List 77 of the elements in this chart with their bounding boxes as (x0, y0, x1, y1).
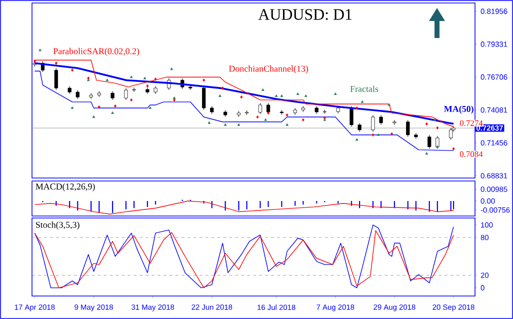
series-label: DonchianChannel(13) (228, 65, 308, 74)
point (224, 123, 227, 126)
point (360, 100, 364, 103)
candlestick (371, 114, 375, 132)
point (425, 152, 428, 155)
point (274, 94, 278, 97)
point (286, 113, 288, 117)
point (304, 94, 308, 97)
point (70, 106, 74, 109)
series-label: Fractals (350, 86, 378, 92)
candlestick (89, 92, 93, 100)
point (54, 62, 58, 65)
candlestick (350, 106, 354, 128)
candlestick (392, 120, 396, 126)
point (208, 121, 211, 124)
candlestick (436, 136, 440, 149)
point (114, 104, 116, 108)
point (218, 94, 222, 97)
point (296, 92, 300, 95)
point (130, 76, 133, 78)
point (256, 115, 259, 119)
candlestick (132, 87, 136, 92)
annotation: 0.7084 (460, 151, 483, 158)
point (146, 84, 149, 88)
point (71, 68, 74, 72)
candlestick (202, 86, 206, 110)
point (372, 133, 374, 136)
point (280, 94, 284, 97)
series-label: ParabolicSAR(0.02,0.2) (53, 48, 140, 56)
point (154, 78, 157, 81)
point (170, 68, 174, 70)
point (355, 138, 358, 141)
point (237, 123, 240, 126)
point (173, 98, 176, 102)
point (111, 111, 114, 114)
point (388, 103, 390, 106)
candlestick (379, 114, 383, 126)
point (436, 145, 439, 148)
point (33, 60, 36, 63)
chart-title: Stoch(3,5,3) (36, 222, 80, 230)
point (261, 88, 264, 91)
chart-title: AUDUSD: D1 (258, 9, 352, 20)
point (264, 118, 267, 121)
point (286, 123, 288, 126)
point (148, 106, 152, 109)
point (267, 111, 270, 115)
point (436, 126, 439, 130)
candlestick (414, 132, 418, 140)
candlestick (266, 102, 270, 114)
point (98, 105, 100, 109)
point (143, 76, 146, 80)
candlestick (258, 102, 262, 114)
point (376, 133, 380, 136)
point (106, 78, 109, 82)
legend-label: MA(50) (444, 106, 474, 114)
line-series (34, 200, 454, 214)
point (172, 96, 176, 99)
point (433, 118, 436, 121)
point (356, 106, 358, 110)
point (92, 115, 96, 118)
candlestick (54, 68, 58, 90)
chart-title: MACD(12,26,9) (36, 183, 95, 192)
point (452, 147, 455, 150)
point (302, 118, 304, 122)
candlestick (449, 128, 453, 140)
point (334, 92, 337, 95)
candlestick (406, 120, 410, 138)
candlestick (428, 134, 432, 149)
point (221, 86, 224, 90)
point (38, 48, 42, 52)
point (202, 78, 206, 82)
point (425, 122, 428, 126)
annotation: 0.7274 (460, 120, 483, 126)
point (130, 98, 133, 102)
point (390, 132, 394, 136)
point (240, 95, 243, 99)
candlestick (124, 88, 128, 100)
